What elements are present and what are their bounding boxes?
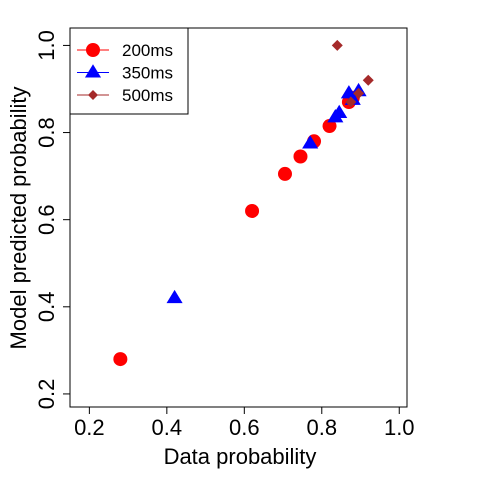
data-point-circle bbox=[322, 119, 337, 134]
data-point-diamond bbox=[331, 39, 343, 51]
x-tick-label: 0.8 bbox=[306, 415, 337, 440]
legend-marker-circle bbox=[86, 43, 100, 57]
x-tick-label: 0.2 bbox=[74, 415, 105, 440]
legend-label: 500ms bbox=[122, 86, 173, 105]
data-point-circle bbox=[113, 352, 128, 367]
data-point-circle bbox=[293, 149, 308, 164]
legend-marker-diamond bbox=[88, 90, 98, 100]
y-tick-label: 0.6 bbox=[34, 204, 59, 235]
y-tick-label: 0.8 bbox=[34, 117, 59, 148]
legend-marker-triangle bbox=[84, 64, 102, 78]
y-tick-label: 1.0 bbox=[34, 30, 59, 61]
data-point-triangle bbox=[331, 104, 348, 119]
data-point-diamond bbox=[345, 96, 357, 108]
data-points bbox=[113, 39, 374, 367]
data-point-diamond bbox=[353, 87, 365, 99]
x-axis-label: Data probability bbox=[164, 444, 317, 469]
x-tick-label: 0.4 bbox=[152, 415, 183, 440]
data-point-triangle bbox=[302, 135, 319, 149]
y-axis-label: Model predicted probability bbox=[6, 87, 31, 350]
data-point-circle bbox=[245, 203, 260, 218]
y-axis: 0.2 0.4 0.6 0.8 1.0 bbox=[34, 30, 71, 410]
legend: 200ms 350ms 500ms bbox=[69, 27, 189, 115]
x-tick-label: 0.6 bbox=[229, 415, 260, 440]
y-tick-label: 0.2 bbox=[34, 379, 59, 410]
x-axis: 0.2 0.4 0.6 0.8 1.0 bbox=[74, 406, 415, 440]
data-point-diamond bbox=[362, 74, 374, 86]
legend-label: 350ms bbox=[122, 64, 173, 83]
y-tick-label: 0.4 bbox=[34, 292, 59, 323]
legend-label: 200ms bbox=[122, 41, 173, 60]
x-tick-label: 1.0 bbox=[384, 415, 415, 440]
data-point-triangle bbox=[166, 289, 183, 304]
data-point-circle bbox=[277, 166, 292, 181]
